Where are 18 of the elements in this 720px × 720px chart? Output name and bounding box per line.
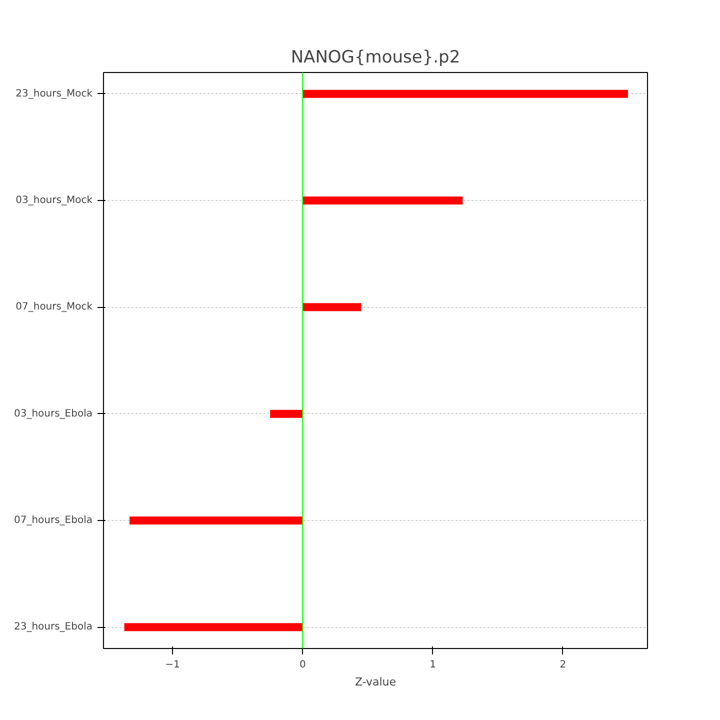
y-tick-label: 03_hours_Ebola xyxy=(14,408,92,420)
bar xyxy=(302,90,628,98)
chart-title: NANOG{mouse}.p2 xyxy=(290,48,460,68)
y-tick-label: 23_hours_Mock xyxy=(16,88,93,100)
y-tick-label: 03_hours_Mock xyxy=(16,195,93,206)
x-tick-label: 0 xyxy=(299,660,306,670)
bar xyxy=(124,623,303,632)
bar xyxy=(302,303,362,312)
bar xyxy=(130,516,303,524)
x-tick-label: 1 xyxy=(430,660,436,670)
y-tick-label: 23_hours_Ebola xyxy=(14,622,92,633)
x-axis-title: Z-value xyxy=(354,676,396,688)
y-tick-label: 07_hours_Mock xyxy=(16,302,93,313)
bar xyxy=(270,410,303,418)
bar xyxy=(302,196,463,204)
x-tick-label: 2 xyxy=(560,660,566,670)
x-tick-label: −1 xyxy=(165,660,180,670)
y-tick-label: 07_hours_Ebola xyxy=(14,515,92,526)
